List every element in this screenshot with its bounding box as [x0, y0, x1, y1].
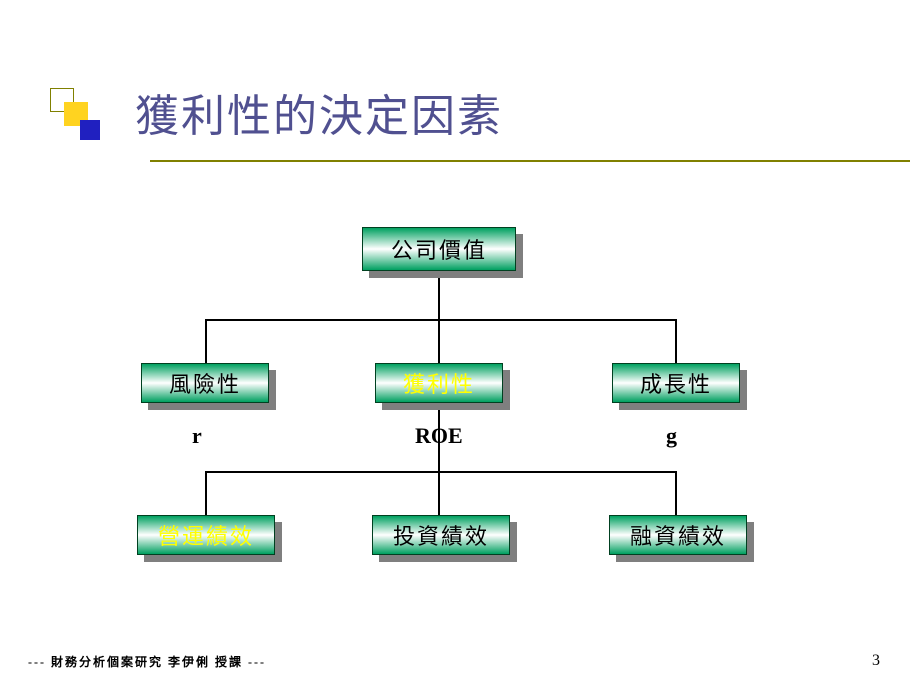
node-box: 獲利性 [375, 363, 503, 403]
node-l3b: 投資績效 [372, 515, 510, 555]
node-box: 風險性 [141, 363, 269, 403]
title-ornament-square [80, 120, 100, 140]
sublabel: r [192, 423, 202, 449]
connector-line [675, 471, 677, 515]
node-box: 融資績效 [609, 515, 747, 555]
connector-line [205, 471, 207, 515]
title-underline [150, 160, 910, 162]
footer-text: --- 財務分析個案研究 李伊俐 授課 --- [28, 653, 266, 670]
slide-title: 獲利性的決定因素 [135, 80, 503, 144]
connector-line [205, 319, 207, 363]
connector-line [438, 471, 440, 515]
hierarchy-diagram: 公司價值風險性 獲利性 成長性營運績效 投資績效 融資績效 r ROE g [0, 215, 920, 635]
connector-line [205, 471, 676, 473]
node-box: 營運績效 [137, 515, 275, 555]
node-box: 成長性 [612, 363, 740, 403]
sublabel: g [666, 423, 677, 449]
connector-line [438, 277, 440, 319]
node-top: 公司價值 [362, 227, 516, 271]
node-l3c: 融資績效 [609, 515, 747, 555]
sublabel: ROE [415, 423, 463, 449]
node-l3a: 營運績效 [137, 515, 275, 555]
connector-line [205, 319, 676, 321]
connector-line [675, 319, 677, 363]
node-l2b: 獲利性 [375, 363, 503, 403]
page-number: 3 [872, 652, 880, 670]
node-box: 公司價值 [362, 227, 516, 271]
node-l2a: 風險性 [141, 363, 269, 403]
connector-line [438, 319, 440, 363]
node-box: 投資績效 [372, 515, 510, 555]
node-l2c: 成長性 [612, 363, 740, 403]
